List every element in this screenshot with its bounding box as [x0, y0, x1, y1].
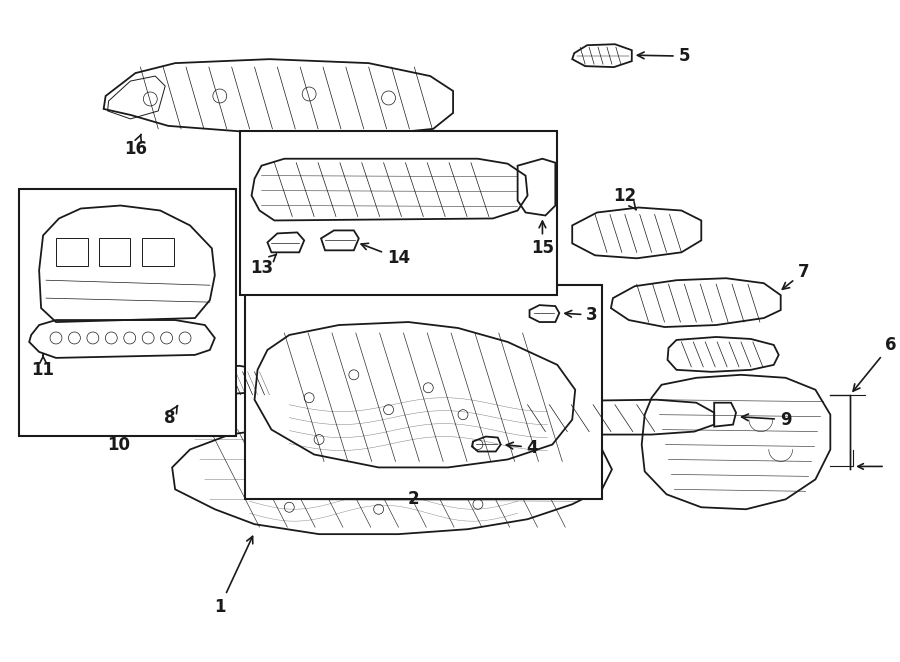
Text: 6: 6 — [853, 336, 896, 391]
Text: 12: 12 — [613, 187, 636, 210]
Text: 13: 13 — [250, 254, 276, 277]
Text: 14: 14 — [361, 244, 410, 267]
Text: 7: 7 — [782, 263, 809, 289]
Text: 2: 2 — [408, 491, 419, 508]
Text: 9: 9 — [742, 410, 791, 428]
Text: 15: 15 — [531, 221, 554, 258]
Bar — [245, 285, 602, 499]
Bar — [56, 238, 88, 266]
Bar — [142, 238, 174, 266]
Text: 5: 5 — [637, 47, 690, 65]
Bar — [19, 189, 236, 436]
Text: 3: 3 — [565, 306, 598, 324]
Text: 8: 8 — [165, 406, 177, 426]
Text: 11: 11 — [32, 355, 55, 379]
Bar — [239, 131, 557, 295]
Text: 4: 4 — [507, 438, 538, 457]
Text: 16: 16 — [124, 134, 147, 158]
Bar — [99, 238, 130, 266]
Text: 1: 1 — [214, 536, 253, 616]
Text: 10: 10 — [107, 436, 130, 453]
